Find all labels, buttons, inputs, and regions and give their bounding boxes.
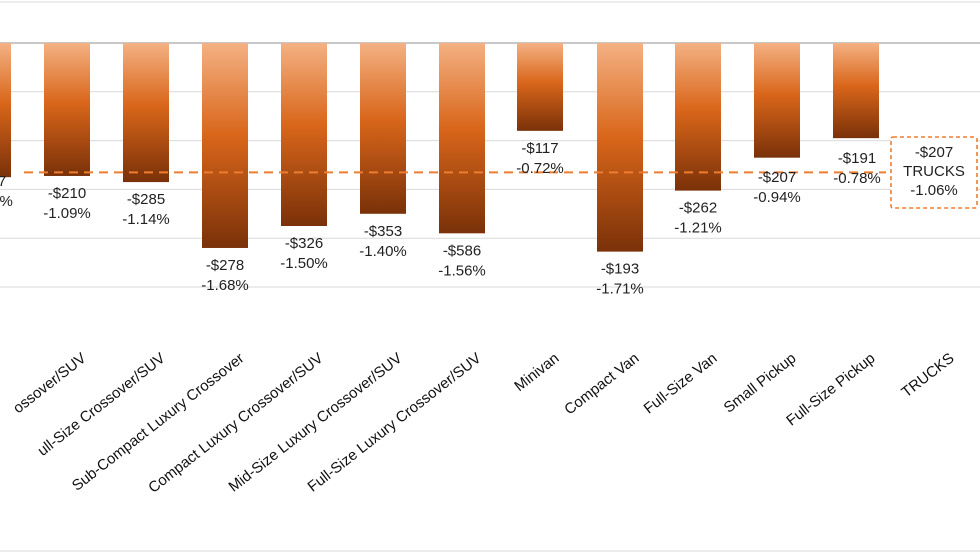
data-label: -1.68%	[201, 277, 249, 294]
data-label: -$278	[206, 257, 244, 274]
category-label: ull-Size Crossover/SUV	[35, 350, 169, 460]
bar	[44, 43, 90, 176]
data-label: -1.50%	[280, 255, 328, 272]
bar	[123, 43, 169, 183]
data-label: -1.21%	[674, 220, 722, 237]
bar	[281, 43, 327, 226]
data-labels: 7 6% -$210 -1.09% -$285 -1.14% -$278 -1.68% -$32…	[0, 140, 881, 298]
bar	[675, 43, 721, 191]
category-label: Minivan	[511, 350, 562, 395]
data-label: -$353	[364, 223, 402, 240]
bar	[517, 43, 563, 131]
data-label: -$262	[679, 200, 717, 217]
category-label: ossover/SUV	[10, 350, 89, 417]
bar	[754, 43, 800, 158]
bar	[202, 43, 248, 248]
data-label: -1.14%	[122, 211, 170, 228]
data-label: -$193	[601, 261, 639, 278]
category-label: Full-Size Van	[641, 350, 721, 418]
category-label: Small Pickup	[721, 350, 800, 417]
data-label: -1.56%	[438, 262, 486, 279]
bar	[439, 43, 485, 234]
data-label: -$326	[285, 235, 323, 252]
data-label: -$210	[48, 185, 86, 202]
reference-label-text: -$207	[915, 144, 953, 161]
bar	[597, 43, 643, 252]
data-label: -$586	[443, 242, 481, 259]
category-label: Compact Van	[561, 350, 642, 419]
data-label: -$191	[838, 150, 876, 167]
bar	[0, 43, 11, 178]
bar	[360, 43, 406, 214]
data-label: -$117	[521, 140, 558, 157]
reference-label-text: TRUCKS	[903, 163, 965, 180]
category-label: TRUCKS	[898, 350, 957, 401]
data-label: -1.09%	[43, 205, 91, 222]
data-label: -$285	[127, 191, 165, 208]
bar	[833, 43, 879, 139]
data-label: -1.40%	[359, 243, 407, 260]
bars	[0, 43, 879, 252]
data-label: -$207	[758, 169, 796, 186]
data-label: -0.94%	[753, 189, 801, 206]
reference-line-group: -$207 TRUCKS -1.06%	[24, 136, 978, 209]
data-label: 6%	[0, 193, 13, 210]
data-label: -1.71%	[596, 281, 644, 298]
reference-label-box	[890, 136, 978, 209]
reference-label-text: -1.06%	[910, 182, 958, 199]
data-label: -0.72%	[516, 160, 564, 177]
data-label: -0.78%	[833, 170, 881, 187]
data-label: 7	[0, 173, 6, 190]
